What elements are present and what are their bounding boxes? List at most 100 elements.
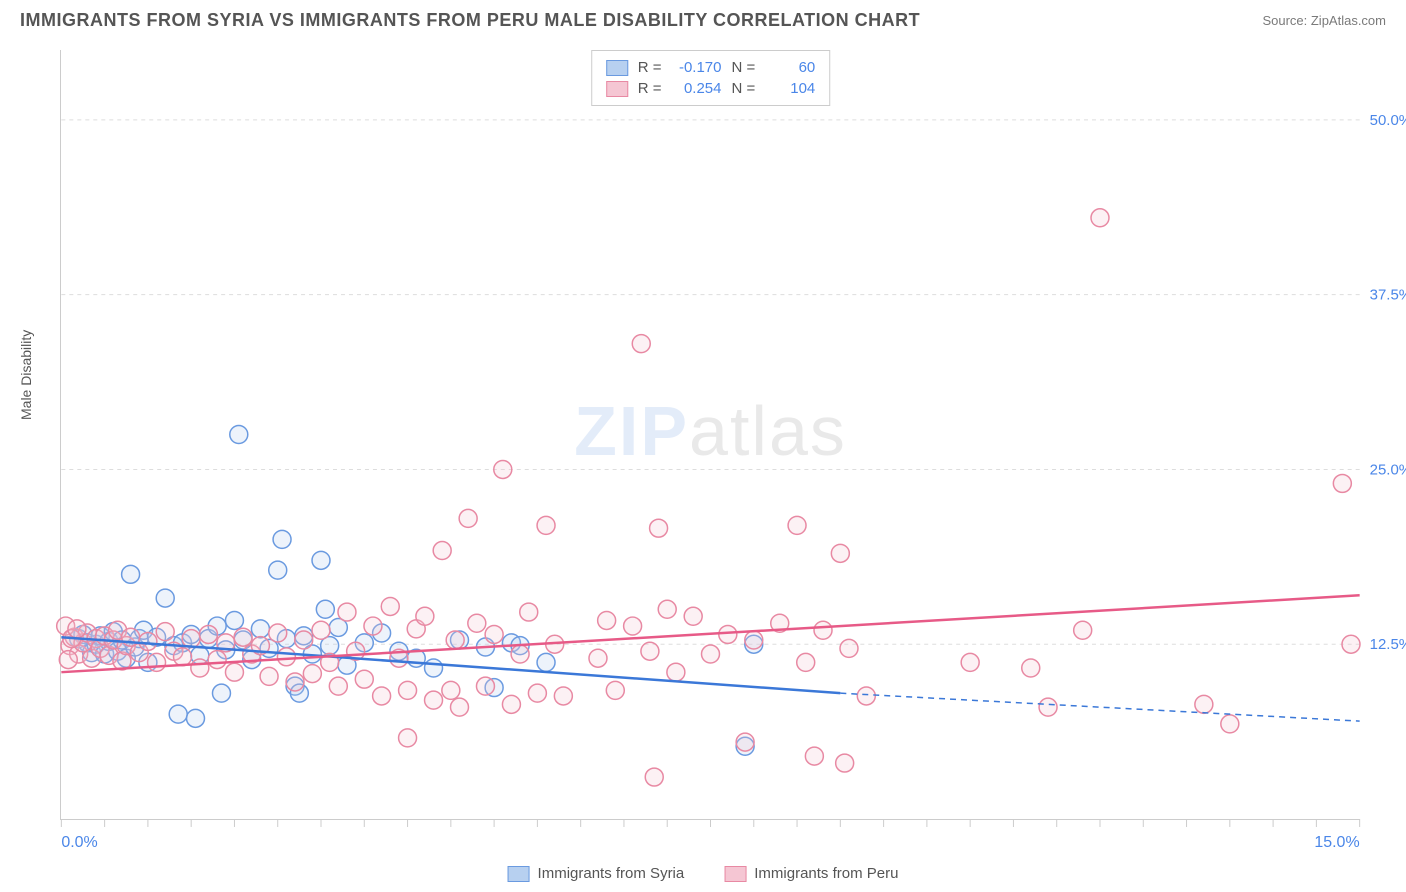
data-point	[537, 653, 555, 671]
n-value-peru: 104	[765, 80, 815, 97]
data-point	[425, 659, 443, 677]
data-point	[1342, 635, 1360, 653]
n-label: N =	[732, 59, 756, 76]
data-point	[468, 614, 486, 632]
data-point	[303, 665, 321, 683]
data-point	[230, 426, 248, 444]
data-point	[316, 600, 334, 618]
data-point	[446, 631, 464, 649]
legend-item-syria: Immigrants from Syria	[508, 865, 685, 882]
data-point	[381, 597, 399, 615]
legend-swatch-peru	[724, 866, 746, 882]
data-point	[451, 698, 469, 716]
data-point	[745, 631, 763, 649]
source-attribution: Source: ZipAtlas.com	[1262, 13, 1386, 28]
data-point	[528, 684, 546, 702]
data-point	[1195, 695, 1213, 713]
data-point	[485, 625, 503, 643]
data-point	[225, 663, 243, 681]
data-point	[148, 653, 166, 671]
data-point	[459, 509, 477, 527]
chart-header: IMMIGRANTS FROM SYRIA VS IMMIGRANTS FROM…	[0, 0, 1406, 36]
data-point	[59, 651, 77, 669]
y-tick-label: 12.5%	[1370, 636, 1406, 653]
data-point	[364, 617, 382, 635]
data-point	[554, 687, 572, 705]
data-point	[1221, 715, 1239, 733]
data-point	[269, 624, 287, 642]
y-tick-label: 37.5%	[1370, 287, 1406, 304]
data-point	[156, 589, 174, 607]
data-point	[273, 530, 291, 548]
data-point	[269, 561, 287, 579]
x-axis-left-label: 0.0%	[61, 834, 97, 851]
data-point	[589, 649, 607, 667]
y-tick-label: 50.0%	[1370, 112, 1406, 129]
n-value-syria: 60	[765, 59, 815, 76]
data-point	[225, 611, 243, 629]
data-point	[329, 677, 347, 695]
source-name: ZipAtlas.com	[1311, 13, 1386, 28]
data-point	[139, 632, 157, 650]
data-point	[1091, 209, 1109, 227]
chart-container: ZIPatlas 12.5%25.0%37.5%50.0%0.0%15.0% R…	[60, 50, 1360, 820]
data-point	[373, 687, 391, 705]
stats-legend-box: R = -0.170 N = 60 R = 0.254 N = 104	[591, 50, 831, 106]
legend-item-peru: Immigrants from Peru	[724, 865, 898, 882]
data-point	[520, 603, 538, 621]
data-point	[191, 659, 209, 677]
data-point	[702, 645, 720, 663]
data-point	[632, 335, 650, 353]
data-point	[502, 695, 520, 713]
data-point	[312, 551, 330, 569]
data-point	[156, 623, 174, 641]
data-point	[1022, 659, 1040, 677]
data-point	[667, 663, 685, 681]
stats-row-peru: R = 0.254 N = 104	[606, 78, 816, 99]
data-point	[234, 628, 252, 646]
chart-title: IMMIGRANTS FROM SYRIA VS IMMIGRANTS FROM…	[20, 10, 920, 31]
data-point	[425, 691, 443, 709]
data-point	[260, 667, 278, 685]
data-point	[174, 648, 192, 666]
x-axis-right-label: 15.0%	[1314, 834, 1359, 851]
stats-row-syria: R = -0.170 N = 60	[606, 57, 816, 78]
data-point	[840, 639, 858, 657]
data-point	[355, 670, 373, 688]
data-point	[399, 729, 417, 747]
r-label: R =	[638, 80, 662, 97]
data-point	[1333, 474, 1351, 492]
data-point	[624, 617, 642, 635]
n-label: N =	[732, 80, 756, 97]
data-point	[1074, 621, 1092, 639]
data-point	[814, 621, 832, 639]
data-point	[836, 754, 854, 772]
data-point	[606, 681, 624, 699]
data-point	[797, 653, 815, 671]
swatch-syria	[606, 60, 628, 76]
data-point	[399, 681, 417, 699]
data-point	[416, 607, 434, 625]
data-point	[645, 768, 663, 786]
data-point	[1039, 698, 1057, 716]
data-point	[169, 705, 187, 723]
plot-area: ZIPatlas 12.5%25.0%37.5%50.0%0.0%15.0% R…	[60, 50, 1360, 820]
data-point	[511, 645, 529, 663]
data-point	[208, 651, 226, 669]
data-point	[338, 603, 356, 621]
scatter-plot-svg: 12.5%25.0%37.5%50.0%0.0%15.0%	[61, 50, 1360, 819]
data-point	[277, 648, 295, 666]
data-point	[805, 747, 823, 765]
data-point	[857, 687, 875, 705]
data-point	[719, 625, 737, 643]
r-value-peru: 0.254	[672, 80, 722, 97]
data-point	[251, 620, 269, 638]
data-point	[641, 642, 659, 660]
legend-label-peru: Immigrants from Peru	[754, 865, 898, 882]
data-point	[831, 544, 849, 562]
legend-label-syria: Immigrants from Syria	[538, 865, 685, 882]
data-point	[68, 620, 86, 638]
bottom-legend: Immigrants from Syria Immigrants from Pe…	[508, 865, 899, 882]
data-point	[788, 516, 806, 534]
data-point	[961, 653, 979, 671]
